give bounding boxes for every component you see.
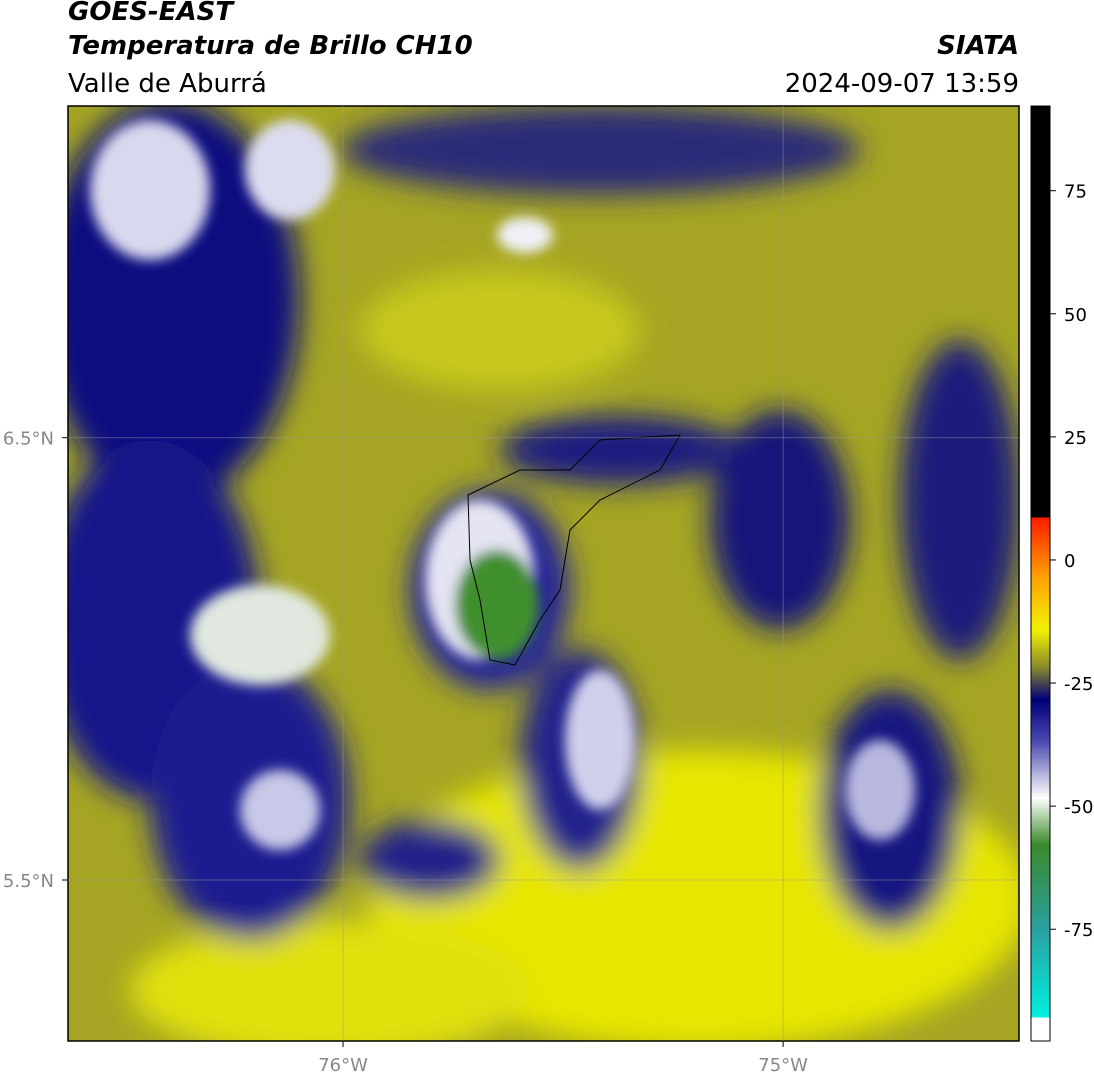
- map-image: [68, 106, 1019, 1041]
- colorbar-tick-label: -75: [1064, 920, 1093, 941]
- y-tick-label: 5.5°N: [3, 871, 54, 892]
- datetime: 2024-09-07 13:59: [785, 69, 1019, 99]
- colorbar: [1030, 105, 1051, 1042]
- cold-tops: [90, 120, 915, 850]
- x-tick-label: 76°W: [318, 1055, 368, 1076]
- title: GOES-EAST: [68, 0, 235, 27]
- field: [68, 106, 1019, 1041]
- boundary: [467, 434, 681, 666]
- colorbar-tick-label: 75: [1064, 182, 1087, 203]
- source: SIATA: [937, 31, 1019, 61]
- y-tick-label: 6.5°N: [3, 429, 54, 450]
- colorbar-tick-label: 50: [1064, 305, 1087, 326]
- colorbar-tick-label: -50: [1064, 797, 1093, 818]
- map-frame: [67, 105, 1020, 1042]
- colorbar-tick-label: 25: [1064, 428, 1087, 449]
- colorbar-tick-label: -25: [1064, 674, 1093, 695]
- colorbar-tick-label: 0: [1064, 551, 1075, 572]
- subtitle: Temperatura de Brillo CH10: [68, 31, 473, 61]
- x-tick-label: 75°W: [758, 1055, 808, 1076]
- region: Valle de Aburrá: [68, 69, 267, 99]
